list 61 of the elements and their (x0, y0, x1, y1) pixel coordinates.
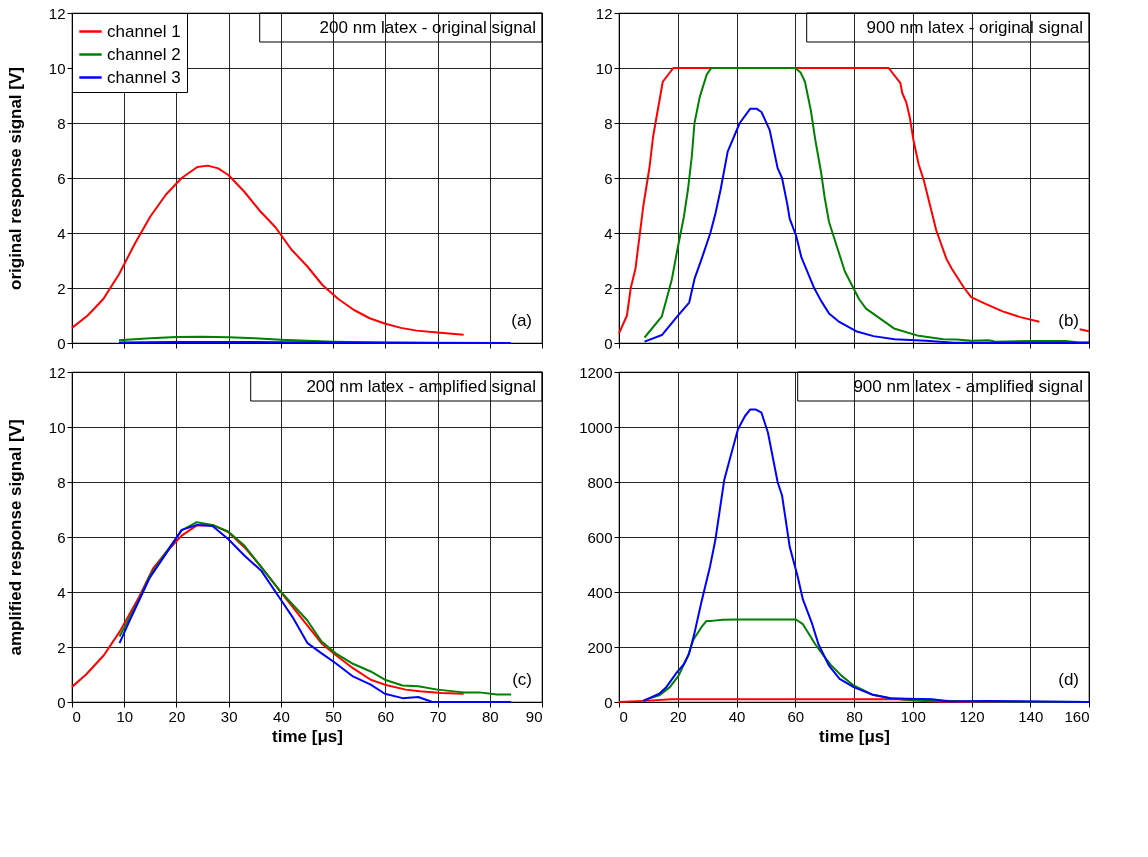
annotation: (d) (1058, 670, 1079, 689)
line-series (71, 164, 465, 336)
y-tick-label: 12 (595, 4, 613, 22)
x-tick-label: 20 (168, 707, 186, 725)
y-tick-label: 2 (604, 279, 613, 297)
x-tick-label: 20 (669, 707, 687, 725)
annotation: (c) (512, 670, 532, 689)
legend-label: channel 2 (107, 44, 181, 64)
y-tick-label: 6 (57, 169, 66, 187)
y-tick-label: 4 (604, 224, 613, 242)
y-axis-title: amplified response signal [V] (5, 419, 25, 656)
x-tick-label: 80 (846, 707, 863, 725)
y-tick-label: 400 (587, 583, 613, 601)
annotation: (a) (511, 311, 532, 330)
y-tick-label: 600 (587, 528, 613, 546)
y-tick-label: 8 (604, 114, 613, 132)
x-tick-label: 140 (1018, 707, 1044, 725)
y-tick-label: 10 (595, 59, 613, 77)
y-tick-label: 0 (604, 334, 613, 352)
y-tick-label: 0 (604, 693, 613, 711)
y-axis-title: original response signal [V] (5, 67, 25, 290)
legend-label: channel 3 (107, 67, 181, 87)
y-tick-label: 8 (57, 473, 66, 491)
x-tick-label: 30 (220, 707, 238, 725)
line-series (642, 408, 1090, 703)
y-tick-label: 1000 (579, 418, 613, 436)
x-tick-label: 80 (481, 707, 499, 725)
line-series (71, 523, 465, 695)
x-tick-label: 0 (72, 707, 81, 725)
y-tick-label: 4 (57, 224, 66, 242)
y-tick-label: 200 (587, 638, 613, 656)
y-tick-label: 4 (57, 583, 66, 601)
y-tick-label: 0 (57, 693, 66, 711)
y-tick-label: 1200 (579, 363, 613, 381)
x-tick-label: 120 (959, 707, 985, 725)
x-tick-label: 100 (900, 707, 926, 725)
y-tick-label: 800 (587, 473, 613, 491)
y-tick-label: 2 (57, 279, 66, 297)
x-tick-label: 10 (116, 707, 134, 725)
y-tick-label: 6 (604, 169, 613, 187)
x-tick-label: 50 (325, 707, 342, 725)
x-tick-label: 70 (429, 707, 447, 725)
x-axis-title: time [μs] (272, 726, 343, 746)
x-tick-label: 40 (273, 707, 290, 725)
x-tick-label: 0 (619, 707, 628, 725)
x-tick-label: 90 (525, 707, 543, 725)
legend-label: channel 1 (107, 21, 181, 41)
y-tick-label: 10 (48, 418, 66, 436)
x-axis-title: time [μs] (819, 726, 890, 746)
y-tick-label: 12 (48, 363, 66, 381)
x-tick-label: 40 (728, 707, 746, 725)
x-tick-label: 60 (787, 707, 805, 725)
x-tick-label: 60 (377, 707, 395, 725)
y-tick-label: 2 (57, 638, 66, 656)
y-tick-label: 10 (48, 59, 66, 77)
y-tick-label: 8 (57, 114, 66, 132)
x-tick-label: 160 (1064, 707, 1090, 725)
y-tick-label: 6 (57, 528, 66, 546)
y-tick-label: 0 (57, 334, 66, 352)
y-tick-label: 12 (48, 4, 66, 22)
annotation: (b) (1058, 311, 1079, 330)
